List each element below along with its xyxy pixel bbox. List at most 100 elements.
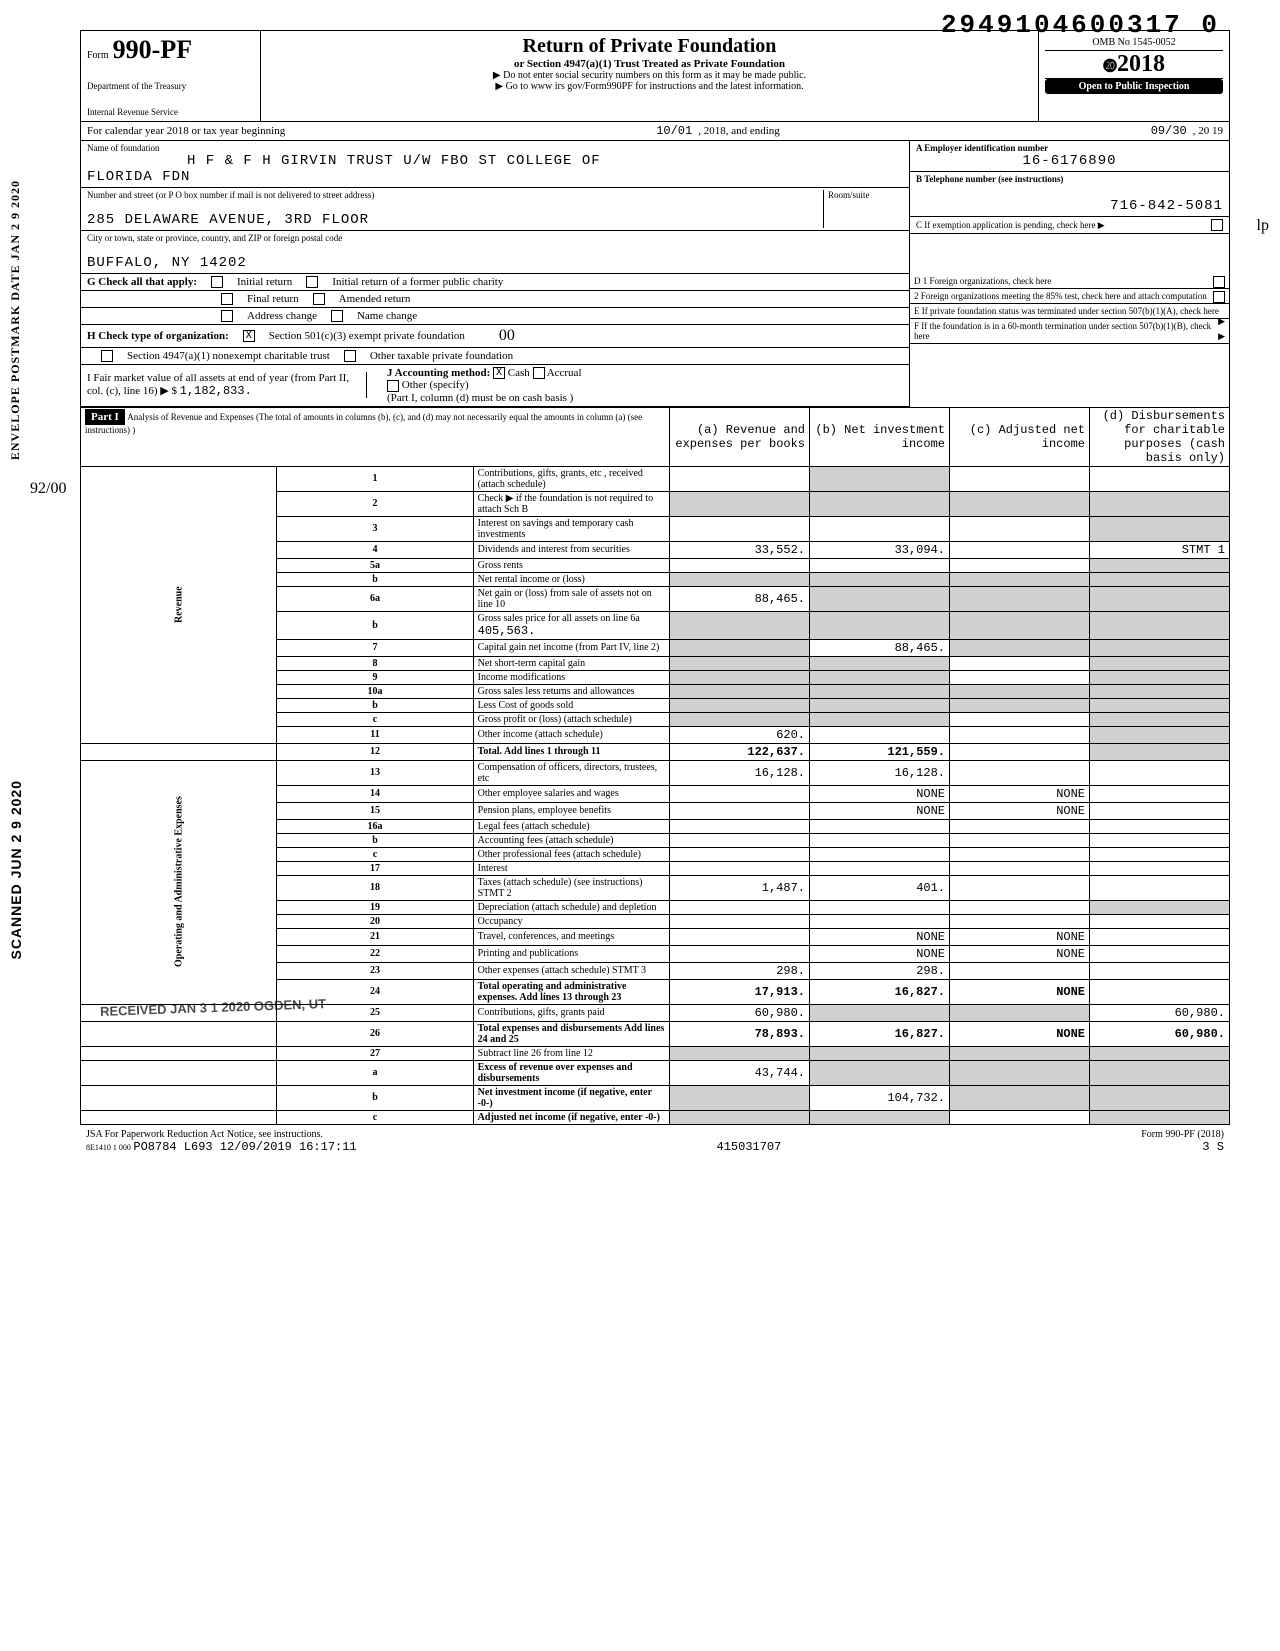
g-name-change-checkbox[interactable] xyxy=(331,310,343,322)
table-row: 26Total expenses and disbursements Add l… xyxy=(81,1021,1230,1046)
row-27b-b: 104,732. xyxy=(810,1085,950,1110)
g-opt3: Address change xyxy=(247,310,317,322)
h-501c3-checkbox[interactable]: X xyxy=(243,330,255,342)
paperwork-notice: JSA For Paperwork Reduction Act Notice, … xyxy=(86,1129,357,1140)
g-former-charity-checkbox[interactable] xyxy=(306,276,318,288)
row-6a-desc: Net gain or (loss) from sale of assets n… xyxy=(473,586,669,611)
row-h2: Section 4947(a)(1) nonexempt charitable … xyxy=(81,348,909,365)
row-21-c: NONE xyxy=(950,928,1090,945)
part1-header: Part I xyxy=(85,409,125,425)
g-opt6: Name change xyxy=(357,310,417,322)
header-right: OMB No 1545-0052 ⓴2018 Open to Public In… xyxy=(1039,31,1229,121)
phone-value: 716-842-5081 xyxy=(916,198,1223,214)
j-cash: Cash xyxy=(508,367,530,379)
checkboxes-block: G Check all that apply: Initial return I… xyxy=(80,274,1230,407)
row-23-b: 298. xyxy=(810,962,950,979)
g-label: G Check all that apply: xyxy=(87,276,197,288)
phone-label: B Telephone number (see instructions) xyxy=(916,174,1223,184)
foundation-name-1: H F & F H GIRVIN TRUST U/W FBO ST COLLEG… xyxy=(187,153,601,169)
table-row: 12Total. Add lines 1 through 11122,637.1… xyxy=(81,743,1230,760)
row-19-desc: Depreciation (attach schedule) and deple… xyxy=(473,900,669,914)
row-21-desc: Travel, conferences, and meetings xyxy=(473,928,669,945)
part1-table: Part I Analysis of Revenue and Expenses … xyxy=(80,407,1230,1125)
h-opt2: Section 4947(a)(1) nonexempt charitable … xyxy=(127,350,330,362)
revenue-vert-label: Revenue xyxy=(81,466,277,743)
g-opt4: Initial return of a former public charit… xyxy=(332,276,503,288)
row-16c-desc: Other professional fees (attach schedule… xyxy=(473,847,669,861)
row-8-desc: Net short-term capital gain xyxy=(473,656,669,670)
form-subtitle: or Section 4947(a)(1) Trust Treated as P… xyxy=(267,58,1032,70)
g-opt2: Final return xyxy=(247,293,299,305)
cal-prefix: For calendar year 2018 or tax year begin… xyxy=(87,125,285,137)
h-other-taxable-checkbox[interactable] xyxy=(344,350,356,362)
row-18-desc: Taxes (attach schedule) (see instruction… xyxy=(473,875,669,900)
row-4-a: 33,552. xyxy=(670,541,810,558)
f-label: F If the foundation is in a 60-month ter… xyxy=(914,321,1211,341)
row-22-c: NONE xyxy=(950,945,1090,962)
name-label: Name of foundation xyxy=(87,143,903,153)
row-24-desc: Total operating and administrative expen… xyxy=(473,979,669,1004)
row-1-desc: Contributions, gifts, grants, etc , rece… xyxy=(473,466,669,491)
row-14-c: NONE xyxy=(950,785,1090,802)
g-final-return-checkbox[interactable] xyxy=(221,293,233,305)
row-14-b: NONE xyxy=(810,785,950,802)
d2-checkbox[interactable] xyxy=(1213,291,1225,303)
ein-label: A Employer identification number xyxy=(916,143,1223,153)
row-25-desc: Contributions, gifts, grants paid xyxy=(473,1004,669,1021)
exemption-pending-checkbox[interactable] xyxy=(1211,219,1223,231)
d2-label: 2 Foreign organizations meeting the 85% … xyxy=(914,291,1207,301)
ein-value: 16-6176890 xyxy=(916,153,1223,169)
identity-block: Name of foundation H F & F H GIRVIN TRUS… xyxy=(80,141,1230,274)
h-4947-checkbox[interactable] xyxy=(101,350,113,362)
form-title: Return of Private Foundation xyxy=(267,35,1032,58)
row-26-c: NONE xyxy=(950,1021,1090,1046)
g-opt5: Amended return xyxy=(339,293,411,305)
instr-ssn: ▶ Do not enter social security numbers o… xyxy=(267,70,1032,81)
row-7-b: 88,465. xyxy=(810,639,950,656)
row-24-a: 17,913. xyxy=(670,979,810,1004)
footer-stamp: PO8784 L693 12/09/2019 16:17:11 xyxy=(133,1140,356,1154)
j-accrual-checkbox[interactable] xyxy=(533,367,545,379)
handwritten-initial-right: lp xyxy=(1257,217,1269,235)
row-24-b: 16,827. xyxy=(810,979,950,1004)
row-4-b: 33,094. xyxy=(810,541,950,558)
row-12-desc: Total. Add lines 1 through 11 xyxy=(473,743,669,760)
row-5b-desc: Net rental income or (loss) xyxy=(473,572,669,586)
city-state-zip: BUFFALO, NY 14202 xyxy=(87,255,903,271)
j-label: J Accounting method: xyxy=(387,367,490,379)
room-label: Room/suite xyxy=(828,190,903,200)
footer: JSA For Paperwork Reduction Act Notice, … xyxy=(80,1127,1230,1156)
row-h: H Check type of organization: XSection 5… xyxy=(81,325,909,348)
row-15-c: NONE xyxy=(950,802,1090,819)
row-26-desc: Total expenses and disbursements Add lin… xyxy=(473,1021,669,1046)
row-13-desc: Compensation of officers, directors, tru… xyxy=(473,760,669,785)
envelope-postmark-stamp: ENVELOPE POSTMARK DATE JAN 2 9 2020 xyxy=(8,180,23,460)
g-address-change-checkbox[interactable] xyxy=(221,310,233,322)
form-number: 990-PF xyxy=(113,35,192,65)
street-address: 285 DELAWARE AVENUE, 3RD FLOOR xyxy=(87,212,823,228)
row-25-d: 60,980. xyxy=(1090,1004,1230,1021)
j-cash-checkbox[interactable]: X xyxy=(493,367,505,379)
j-other-checkbox[interactable] xyxy=(387,380,399,392)
row-11-desc: Other income (attach schedule) xyxy=(473,726,669,743)
row-18-a: 1,487. xyxy=(670,875,810,900)
row-6b-sub: 405,563. xyxy=(478,624,536,638)
calendar-year-row: For calendar year 2018 or tax year begin… xyxy=(80,121,1230,141)
g-amended-return-checkbox[interactable] xyxy=(313,293,325,305)
document-number: 2949104600317 0 xyxy=(941,10,1220,40)
tax-year-begin: 10/01 xyxy=(656,124,692,138)
col-a-header: (a) Revenue and expenses per books xyxy=(670,407,810,466)
dept-treasury: Department of the Treasury xyxy=(87,81,254,91)
d1-checkbox[interactable] xyxy=(1213,276,1225,288)
h-label: H Check type of organization: xyxy=(87,330,229,342)
g-initial-return-checkbox[interactable] xyxy=(211,276,223,288)
foundation-name-2: FLORIDA FDN xyxy=(87,169,190,185)
row-g: G Check all that apply: Initial return I… xyxy=(81,274,909,291)
row-16a-desc: Legal fees (attach schedule) xyxy=(473,819,669,833)
row-16b-desc: Accounting fees (attach schedule) xyxy=(473,833,669,847)
table-row: bNet investment income (if negative, ent… xyxy=(81,1085,1230,1110)
scanned-stamp: SCANNED JUN 2 9 2020 xyxy=(8,780,24,960)
table-row: cAdjusted net income (if negative, enter… xyxy=(81,1110,1230,1124)
row-27a-desc: Excess of revenue over expenses and disb… xyxy=(473,1060,669,1085)
form-header: Form 990-PF Department of the Treasury I… xyxy=(80,30,1230,121)
